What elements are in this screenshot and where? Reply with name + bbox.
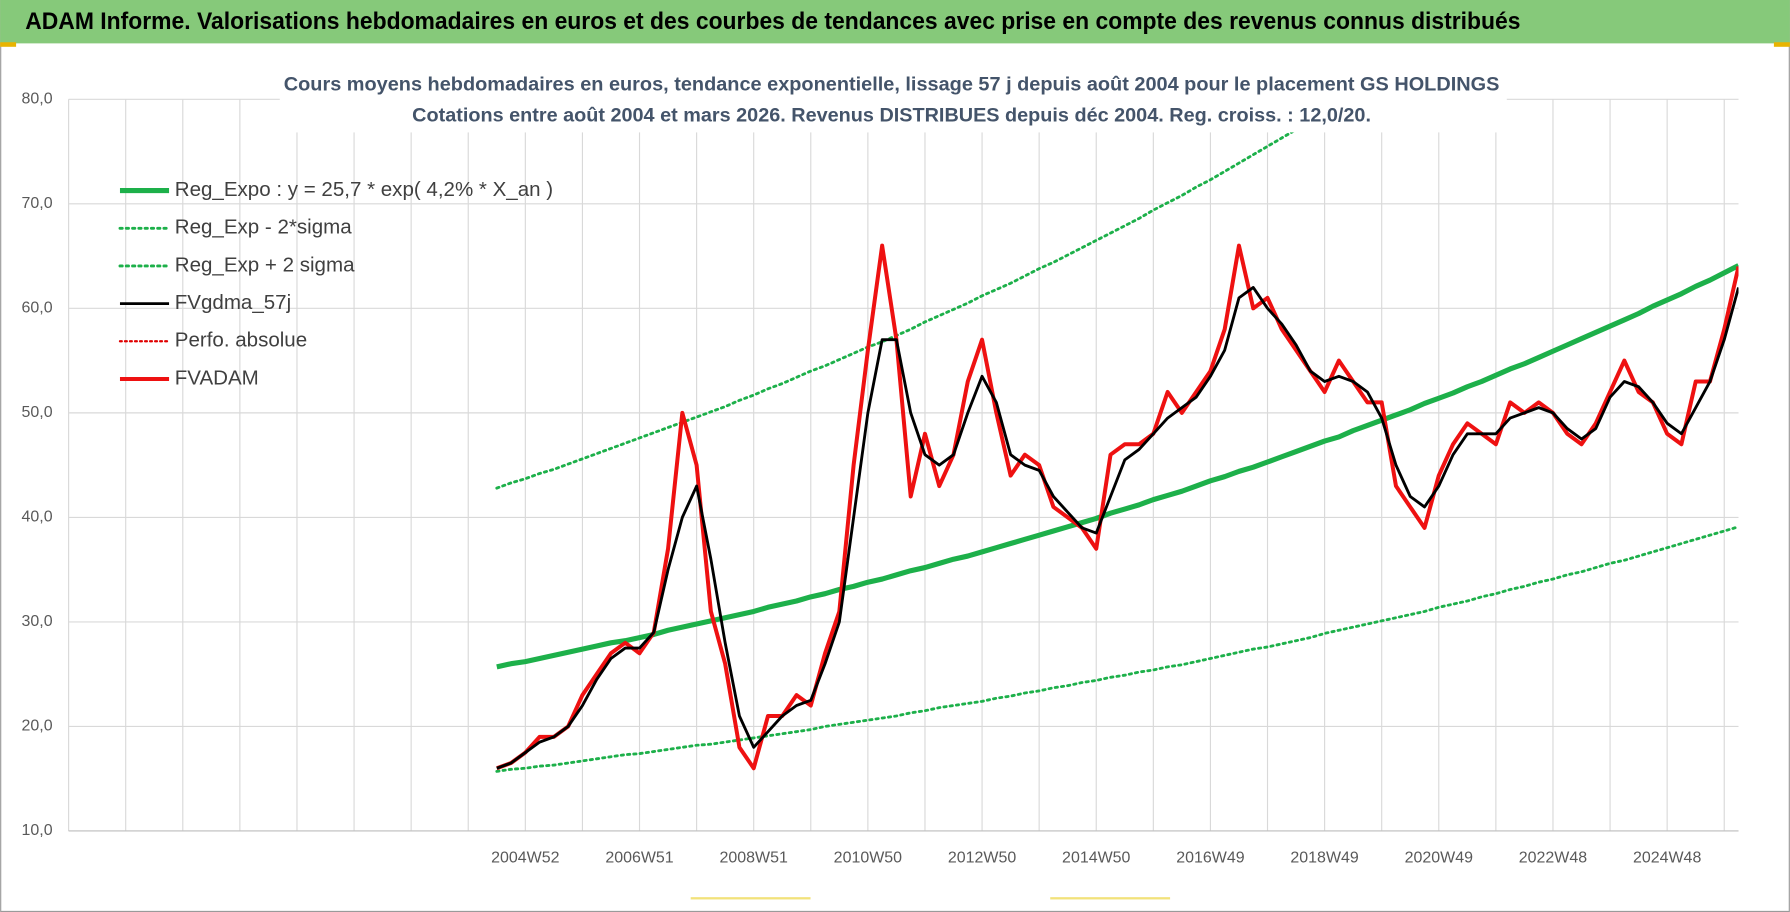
y-tick-label: 60,0 <box>22 300 53 317</box>
title-box <box>279 70 1507 133</box>
series-line <box>496 243 1739 771</box>
legend-label: Perfo. absolue <box>175 329 307 352</box>
x-tick-label: 2014W50 <box>1062 850 1130 867</box>
header-bar <box>0 0 1790 44</box>
series-line <box>496 286 1739 770</box>
x-tick-label: 2008W51 <box>720 850 788 867</box>
y-tick-label: 50,0 <box>22 404 53 421</box>
decor <box>1050 897 1171 900</box>
chart-title: Cours moyens hebdomadaires en euros, ten… <box>284 74 1500 96</box>
y-tick-label: 40,0 <box>22 509 53 526</box>
x-tick-label: 2006W51 <box>605 850 673 867</box>
x-tick-label: 2018W49 <box>1290 850 1358 867</box>
y-tick-label: 30,0 <box>22 613 53 630</box>
x-tick-label: 2004W52 <box>491 850 559 867</box>
corner-mark <box>1773 42 1790 47</box>
decor <box>690 897 811 900</box>
header-title: ADAM Informe. Valorisations hebdomadaire… <box>25 8 1520 35</box>
legend-label: FVADAM <box>175 366 259 389</box>
legend-label: FVgdma_57j <box>175 291 291 314</box>
x-tick-label: 2016W49 <box>1176 850 1244 867</box>
x-tick-label: 2024W48 <box>1633 850 1701 867</box>
y-tick-label: 70,0 <box>22 195 53 212</box>
legend-label: Reg_Exp - 2*sigma <box>175 216 352 239</box>
x-tick-label: 2010W50 <box>834 850 902 867</box>
legend-label: Reg_Expo : y = 25,7 * exp( 4,2% * X_an ) <box>175 178 553 201</box>
x-tick-label: 2012W50 <box>948 850 1016 867</box>
plot-lines <box>495 99 1739 773</box>
series-line <box>495 99 1349 490</box>
corner-mark <box>0 42 17 47</box>
chart-subtitle: Cotations entre août 2004 et mars 2026. … <box>412 105 1371 127</box>
x-tick-label: 2020W49 <box>1405 850 1473 867</box>
series-line <box>495 525 1739 773</box>
y-tick-label: 80,0 <box>22 91 53 108</box>
series-line <box>496 263 1739 670</box>
x-tick-label: 2022W48 <box>1519 850 1587 867</box>
y-tick-label: 10,0 <box>22 822 53 839</box>
legend: Reg_Expo : y = 25,7 * exp( 4,2% * X_an )… <box>118 178 553 389</box>
y-tick-label: 20,0 <box>22 718 53 735</box>
legend-label: Reg_Exp + 2 sigma <box>175 253 355 276</box>
